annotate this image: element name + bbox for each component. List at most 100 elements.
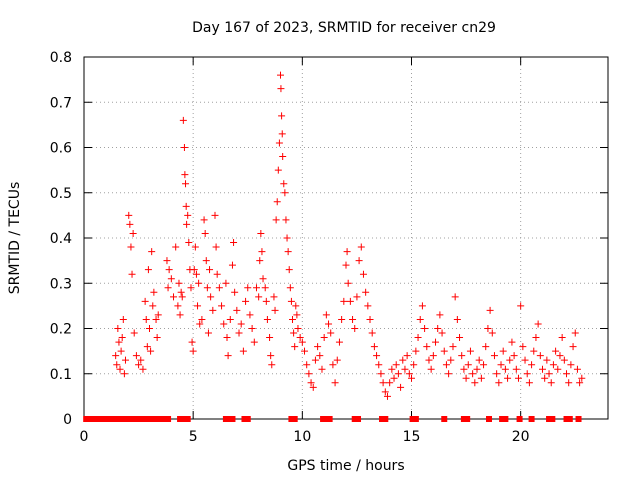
data-point xyxy=(394,370,402,378)
zero-marker xyxy=(241,416,248,422)
data-point xyxy=(222,279,230,287)
data-point xyxy=(429,352,437,360)
data-point xyxy=(242,297,250,305)
data-point xyxy=(152,315,160,323)
zero-marker xyxy=(133,416,140,422)
data-point xyxy=(146,325,153,332)
data-point xyxy=(263,315,271,323)
data-point xyxy=(547,379,555,387)
data-point xyxy=(462,374,470,382)
y-axis-label: SRMTID / TECUs xyxy=(7,182,23,295)
data-point xyxy=(569,343,577,351)
data-point xyxy=(578,374,586,382)
data-point xyxy=(189,347,197,355)
data-point xyxy=(129,229,137,237)
data-point xyxy=(386,379,394,387)
data-point xyxy=(440,347,448,355)
data-point xyxy=(148,248,156,256)
data-point xyxy=(506,356,514,364)
data-point xyxy=(206,266,214,274)
data-point xyxy=(447,356,455,364)
data-point xyxy=(261,284,269,292)
data-point xyxy=(170,293,178,301)
data-point xyxy=(154,311,162,319)
data-point xyxy=(277,85,285,93)
data-point xyxy=(368,329,376,337)
zero-marker xyxy=(126,416,133,422)
data-point xyxy=(469,370,477,378)
data-point xyxy=(284,248,292,256)
data-point xyxy=(139,365,147,373)
zero-marker xyxy=(379,416,386,422)
zero-marker xyxy=(99,416,106,422)
y-tick-label: 0 xyxy=(63,412,72,428)
zero-marker xyxy=(320,416,327,422)
data-point xyxy=(135,361,143,369)
data-point xyxy=(353,293,361,301)
data-point xyxy=(482,343,490,351)
zero-marker xyxy=(155,416,162,422)
data-point xyxy=(427,365,435,373)
data-point xyxy=(464,361,472,369)
data-point xyxy=(290,329,298,337)
data-point xyxy=(305,370,313,378)
data-point xyxy=(499,347,507,355)
zero-marker xyxy=(546,416,553,422)
data-point xyxy=(576,379,584,387)
data-point xyxy=(246,311,254,319)
data-point xyxy=(278,112,286,120)
data-point xyxy=(543,356,551,364)
data-point xyxy=(303,361,311,369)
data-point xyxy=(346,297,354,305)
chart-title: Day 167 of 2023, SRMTID for receiver cn2… xyxy=(192,20,496,36)
data-point xyxy=(530,347,538,355)
data-point xyxy=(188,338,196,346)
data-point xyxy=(200,216,208,224)
zero-marker xyxy=(460,416,467,422)
data-point xyxy=(364,302,372,310)
data-point xyxy=(497,361,505,369)
data-point xyxy=(282,216,290,224)
data-point xyxy=(451,293,459,301)
data-point xyxy=(128,270,136,278)
zero-marker xyxy=(177,416,184,422)
zero-marker xyxy=(165,416,172,422)
zero-marker xyxy=(549,416,556,422)
data-point xyxy=(432,338,440,346)
data-point xyxy=(191,243,199,251)
data-point xyxy=(333,356,341,364)
data-point xyxy=(277,71,284,79)
data-point xyxy=(273,198,281,206)
data-point xyxy=(192,270,200,278)
data-point xyxy=(442,361,450,369)
data-point xyxy=(534,320,542,328)
data-point xyxy=(141,297,149,305)
data-point xyxy=(257,229,265,237)
zero-marker xyxy=(180,416,187,422)
data-point xyxy=(271,306,279,314)
zero-marker xyxy=(441,416,448,422)
data-point xyxy=(434,325,442,332)
x-tick-label: 15 xyxy=(403,429,421,445)
data-point xyxy=(508,338,516,346)
data-point xyxy=(204,329,212,337)
zero-marker xyxy=(161,416,168,422)
zero-marker xyxy=(229,416,236,422)
data-point xyxy=(521,356,529,364)
data-point xyxy=(545,370,553,378)
data-point xyxy=(475,356,483,364)
zero-marker xyxy=(566,416,573,422)
data-point xyxy=(486,306,494,314)
zero-marker xyxy=(563,416,570,422)
data-point xyxy=(536,352,544,360)
zero-marker xyxy=(528,416,535,422)
data-point xyxy=(370,343,378,351)
data-point xyxy=(224,352,232,360)
data-point xyxy=(338,315,346,323)
data-point xyxy=(410,361,418,369)
data-point xyxy=(558,334,566,342)
data-point xyxy=(178,293,186,301)
data-point xyxy=(309,383,317,391)
data-point xyxy=(456,334,464,342)
data-point xyxy=(142,315,150,323)
